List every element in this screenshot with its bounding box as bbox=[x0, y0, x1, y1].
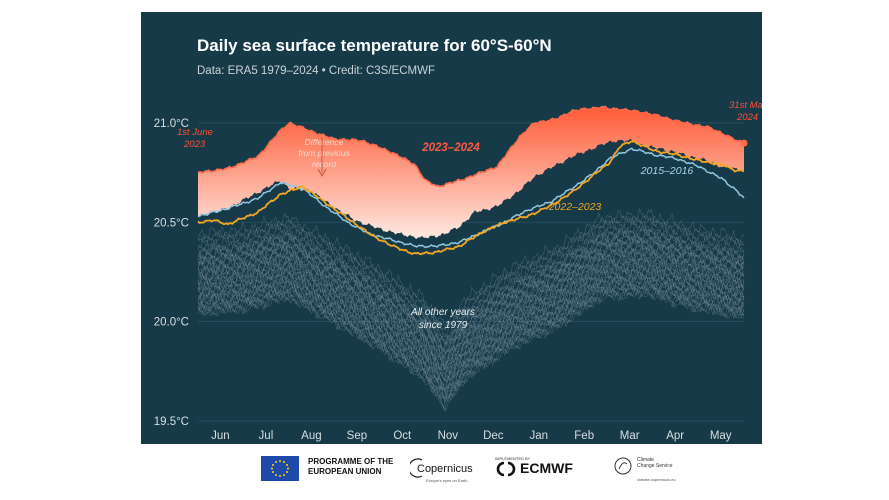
other-year-line-20 bbox=[197, 256, 745, 382]
annotation-difference: Difference from previous record bbox=[298, 137, 350, 177]
other-year-line-37 bbox=[197, 215, 745, 338]
other-year-line-9 bbox=[197, 270, 745, 393]
other-year-line-25 bbox=[197, 237, 745, 359]
other-year-line-24 bbox=[197, 254, 745, 375]
c3s-line1: Climate bbox=[637, 457, 654, 463]
other-year-line-31 bbox=[197, 224, 745, 348]
label-2022-2023: 2022–2023 bbox=[548, 201, 602, 213]
other-year-line-40 bbox=[197, 227, 745, 344]
ecmwf-mark-icon bbox=[496, 461, 516, 477]
annotation-difference-line1: Difference bbox=[305, 137, 344, 147]
c3s-line2: Change Service bbox=[637, 463, 673, 469]
other-year-line-38 bbox=[197, 229, 745, 353]
other-year-line-35 bbox=[197, 218, 745, 340]
other-year-line-11 bbox=[197, 263, 745, 390]
copernicus-wordmark: Copernicus bbox=[417, 463, 473, 475]
series-line-2015-2016 bbox=[197, 147, 745, 249]
endpoint-dot-2024 bbox=[740, 139, 748, 147]
record-difference-area bbox=[198, 106, 744, 240]
other-year-line-41 bbox=[197, 207, 745, 330]
other-year-line-12 bbox=[197, 273, 745, 391]
eu-programme-label: PROGRAMME OF THE EUROPEAN UNION bbox=[308, 457, 393, 477]
label-start-date: 1st June bbox=[177, 127, 213, 138]
x-tick-label-may: May bbox=[710, 430, 732, 442]
other-year-line-28 bbox=[197, 247, 745, 370]
label-other-years-line2: since 1979 bbox=[419, 320, 468, 331]
annotation-difference-line2: from previous bbox=[298, 148, 350, 158]
other-year-line-29 bbox=[197, 227, 745, 353]
series-line-2022-2023 bbox=[197, 140, 745, 256]
other-year-line-14 bbox=[197, 266, 745, 395]
copernicus-logo: Copernicus bbox=[410, 458, 473, 478]
other-year-line-1 bbox=[197, 287, 745, 412]
other-year-line-6 bbox=[197, 281, 745, 401]
annotation-arrow-head bbox=[317, 168, 327, 177]
other-year-line-2 bbox=[197, 283, 745, 410]
eu-stars-icon bbox=[271, 460, 289, 477]
other-year-line-8 bbox=[197, 274, 744, 398]
x-tick-label-aug: Aug bbox=[301, 430, 321, 442]
other-year-line-32 bbox=[197, 237, 745, 366]
other-year-line-3 bbox=[197, 283, 745, 400]
eu-line1: PROGRAMME OF THE bbox=[308, 457, 394, 466]
label-2015-2016: 2015–2016 bbox=[640, 165, 694, 177]
annotation-difference-line3: record bbox=[312, 159, 336, 169]
other-year-line-19 bbox=[197, 248, 745, 371]
copernicus-tagline: Europe's eyes on Earth bbox=[426, 478, 468, 483]
other-year-line-17 bbox=[197, 252, 745, 373]
chart-title: Daily sea surface temperature for 60°S-6… bbox=[197, 36, 552, 55]
ecmwf-wordmark: ECMWF bbox=[520, 460, 573, 476]
other-year-line-18 bbox=[197, 263, 745, 381]
label-other-years-line1: All other years bbox=[410, 307, 475, 318]
other-year-line-16 bbox=[197, 265, 745, 385]
eu-line2: EUROPEAN UNION bbox=[308, 467, 382, 476]
chart-subtitle: Data: ERA5 1979–2024 • Credit: C3S/ECMWF bbox=[197, 65, 435, 77]
other-year-line-21 bbox=[197, 247, 745, 364]
series-line-2023-2024 bbox=[197, 105, 745, 188]
other-year-line-26 bbox=[197, 248, 745, 370]
c3s-label: Climate Change Service bbox=[637, 457, 673, 469]
other-year-line-7 bbox=[197, 274, 745, 391]
other-year-line-4 bbox=[197, 282, 745, 404]
x-tick-label-jul: Jul bbox=[259, 430, 274, 442]
other-year-line-15 bbox=[197, 258, 745, 379]
c3s-logo-icon bbox=[614, 457, 632, 475]
y-tick-label-2: 20.5°C bbox=[154, 217, 189, 229]
other-year-line-27 bbox=[197, 236, 745, 355]
other-year-line-0 bbox=[197, 290, 745, 411]
other-year-line-36 bbox=[197, 235, 745, 356]
footer-logos: PROGRAMME OF THE EUROPEAN UNION Copernic… bbox=[141, 444, 762, 490]
other-year-line-34 bbox=[197, 238, 745, 359]
label-end-year: 2024 bbox=[736, 112, 758, 123]
x-tick-label-oct: Oct bbox=[393, 430, 412, 442]
other-year-line-13 bbox=[197, 261, 745, 383]
x-tick-label-jun: Jun bbox=[211, 430, 230, 442]
y-tick-label-3: 21.0°C bbox=[154, 118, 189, 130]
x-tick-label-dec: Dec bbox=[483, 430, 504, 442]
x-tick-label-jan: Jan bbox=[530, 430, 549, 442]
chart-plot: 19.5°C 20.0°C 20.5°C 21.0°C Jun Jul Aug Sep Oct… bbox=[154, 100, 762, 442]
label-2023-2024: 2023–2024 bbox=[421, 142, 480, 154]
x-tick-label-feb: Feb bbox=[574, 430, 594, 442]
chart-panel: Daily sea surface temperature for 60°S-6… bbox=[141, 12, 762, 490]
other-year-line-39 bbox=[197, 215, 745, 331]
x-tick-label-apr: Apr bbox=[666, 430, 684, 442]
y-tick-label-0: 19.5°C bbox=[154, 416, 189, 428]
label-end-date: 31st May bbox=[729, 100, 762, 111]
implemented-by-label: IMPLEMENTED BY bbox=[495, 456, 531, 461]
x-tick-label-mar: Mar bbox=[620, 430, 640, 442]
x-tick-label-nov: Nov bbox=[438, 430, 459, 442]
other-year-line-5 bbox=[197, 276, 745, 399]
y-tick-label-1: 20.0°C bbox=[154, 317, 189, 329]
other-year-line-23 bbox=[197, 240, 745, 369]
x-tick-label-sep: Sep bbox=[347, 430, 367, 442]
label-start-year: 2023 bbox=[183, 139, 206, 150]
other-year-line-10 bbox=[197, 273, 745, 397]
other-year-line-33 bbox=[197, 225, 745, 347]
other-year-line-22 bbox=[197, 257, 745, 378]
other-year-line-30 bbox=[197, 243, 745, 362]
eu-flag-icon bbox=[261, 456, 299, 481]
c3s-url: climate.copernicus.eu bbox=[637, 477, 676, 482]
